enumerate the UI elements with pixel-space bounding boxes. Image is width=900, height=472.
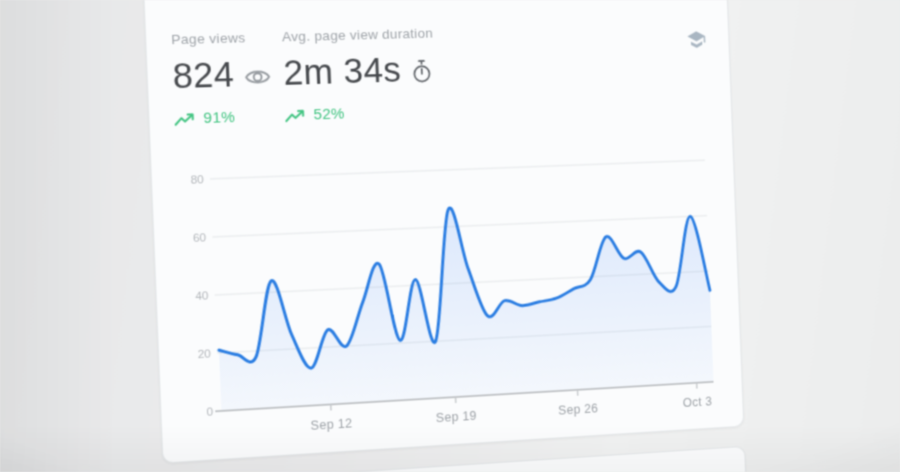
x-axis-label: Sep 26	[558, 402, 598, 418]
trending-up-icon	[285, 108, 307, 123]
chart-svg[interactable]: 0 20 40 60 80 Sep 12 Sep 19 Sep 26 Oct 3	[172, 148, 719, 452]
stat-label: Avg. page view duration	[281, 25, 434, 45]
x-axis-label: Sep 19	[436, 409, 477, 425]
eye-icon	[243, 62, 272, 90]
chart-area	[213, 197, 714, 411]
stopwatch-icon	[413, 60, 431, 83]
x-axis-label: Oct 3	[682, 395, 712, 410]
stat-page-views: Page views 824 91%	[171, 30, 273, 129]
y-axis-label: 40	[195, 289, 209, 303]
x-axis-label: Sep 12	[310, 416, 352, 432]
avg-duration-trend: 52%	[313, 105, 345, 124]
stat-avg-duration: Avg. page view duration 2m 34s	[282, 26, 437, 125]
trending-up-icon	[174, 112, 196, 127]
y-axis-label: 0	[206, 405, 214, 418]
avg-duration-value: 2m 34s	[282, 50, 402, 94]
pageviews-card: Page views 824 91% Avg. p	[140, 0, 745, 464]
page-views-value: 824	[171, 54, 235, 97]
y-axis-label: 80	[190, 173, 204, 187]
y-axis-label: 20	[197, 347, 211, 361]
pageviews-chart[interactable]: 0 20 40 60 80 Sep 12 Sep 19 Sep 26 Oct 3	[172, 148, 719, 452]
stat-label: Page views	[170, 30, 246, 48]
page-views-trend: 91%	[203, 108, 236, 128]
y-axis-label: 60	[193, 231, 207, 245]
school-icon[interactable]	[685, 28, 708, 52]
grid-line	[210, 160, 705, 179]
